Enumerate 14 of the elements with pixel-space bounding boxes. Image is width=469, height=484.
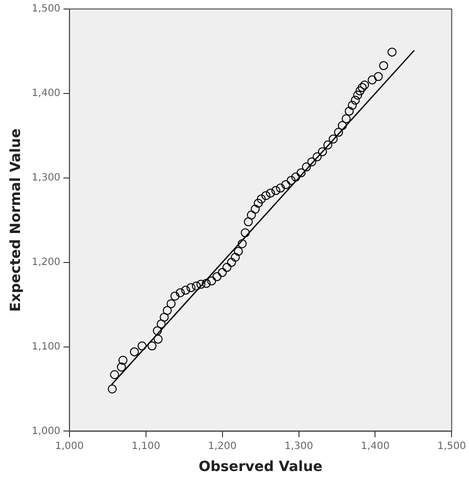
- x-tick-label: 1,100: [132, 440, 160, 452]
- y-tick-label: 1,400: [32, 88, 60, 100]
- x-axis-title: Observed Value: [198, 459, 323, 476]
- y-tick-label: 1,500: [32, 4, 60, 15]
- y-tick-label: 1,300: [32, 172, 60, 184]
- y-axis-title: Expected Normal Value: [8, 128, 24, 312]
- y-tick-label: 1,000: [32, 426, 60, 437]
- x-tick-label: 1,200: [208, 440, 237, 452]
- x-tick-label: 1,300: [284, 440, 314, 452]
- x-tick-label: 1,400: [360, 440, 390, 452]
- y-tick-label: 1,100: [32, 341, 60, 352]
- x-tick-label: 1,000: [55, 440, 84, 452]
- x-tick-label: 1,500: [437, 440, 466, 452]
- y-tick-label: 1,200: [32, 256, 60, 268]
